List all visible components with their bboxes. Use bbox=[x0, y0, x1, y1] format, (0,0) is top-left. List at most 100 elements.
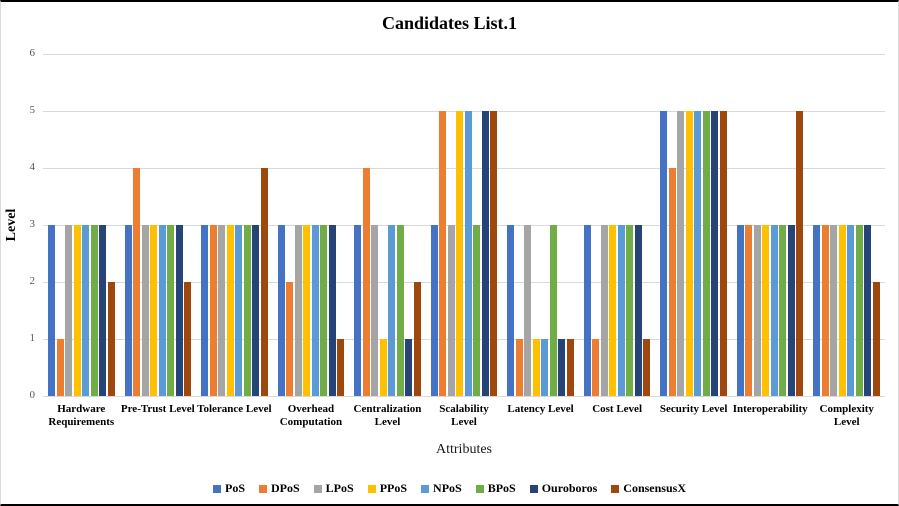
legend-item-bpos: BPoS bbox=[475, 481, 516, 496]
bar-npos-0 bbox=[82, 225, 90, 396]
bar-lpos-1 bbox=[141, 225, 149, 396]
bar-bpos-0 bbox=[90, 225, 98, 396]
bar-pos-6 bbox=[507, 225, 515, 396]
bar-group bbox=[655, 54, 732, 396]
y-tick-label: 1 bbox=[29, 332, 36, 344]
y-tick-label: 4 bbox=[29, 161, 36, 173]
bar-ouroboros-1 bbox=[175, 225, 183, 396]
category-label: Security Level bbox=[659, 403, 728, 415]
category-label: Overhead Computation bbox=[279, 403, 343, 428]
bar-ouroboros-3 bbox=[328, 225, 336, 396]
legend-swatch-icon bbox=[475, 484, 484, 493]
legend-label: LPoS bbox=[325, 481, 354, 495]
legend-label: PoS bbox=[224, 481, 245, 495]
plot-area bbox=[43, 54, 885, 397]
bar-lpos-10 bbox=[830, 225, 838, 396]
bar-consensusx-6 bbox=[566, 339, 574, 396]
bar-pos-8 bbox=[660, 111, 668, 396]
legend-label: BPoS bbox=[487, 481, 516, 495]
gridline-6 bbox=[43, 54, 885, 55]
legend-item-npos: NPoS bbox=[421, 481, 462, 496]
legend-swatch-icon bbox=[259, 484, 267, 493]
bar-group bbox=[808, 54, 885, 396]
legend-label: DPoS bbox=[271, 481, 300, 495]
bar-pos-5 bbox=[430, 225, 438, 396]
bar-group bbox=[732, 54, 809, 396]
bar-bpos-7 bbox=[626, 225, 634, 396]
category-label: Scalability Level bbox=[439, 403, 489, 428]
bar-npos-1 bbox=[158, 225, 166, 396]
bar-group bbox=[273, 54, 350, 396]
gridline-0 bbox=[43, 396, 885, 397]
bar-consensusx-9 bbox=[796, 111, 804, 396]
legend-swatch-icon bbox=[367, 484, 376, 493]
bar-pos-4 bbox=[354, 225, 362, 396]
legend-label: PPoS bbox=[379, 481, 408, 495]
bar-consensusx-4 bbox=[413, 282, 421, 396]
bar-consensusx-2 bbox=[260, 168, 268, 396]
legend-item-lpos: LPoS bbox=[313, 481, 354, 496]
bar-npos-4 bbox=[388, 225, 396, 396]
bar-bpos-3 bbox=[320, 225, 328, 396]
bar-group bbox=[579, 54, 656, 396]
bar-npos-2 bbox=[235, 225, 243, 396]
bar-npos-8 bbox=[694, 111, 702, 396]
bar-ouroboros-4 bbox=[405, 339, 413, 396]
bar-consensusx-0 bbox=[107, 282, 115, 396]
bar-consensusx-7 bbox=[643, 339, 651, 396]
y-tick-label: 0 bbox=[29, 389, 36, 401]
legend-label: ConsensusX bbox=[623, 481, 686, 495]
bar-dpos-7 bbox=[592, 339, 600, 396]
bar-dpos-9 bbox=[745, 225, 753, 396]
gridline-1 bbox=[43, 339, 885, 340]
bar-dpos-0 bbox=[56, 339, 64, 396]
gridline-5 bbox=[43, 111, 885, 112]
bar-group bbox=[120, 54, 197, 396]
bar-lpos-0 bbox=[65, 225, 73, 396]
bar-ouroboros-0 bbox=[99, 225, 107, 396]
category-label: Interoperability bbox=[732, 403, 808, 415]
y-tick-label: 2 bbox=[29, 275, 36, 287]
bar-ouroboros-8 bbox=[711, 111, 719, 396]
gridline-3 bbox=[43, 225, 885, 226]
bar-group bbox=[196, 54, 273, 396]
bar-dpos-6 bbox=[515, 339, 523, 396]
bar-bpos-2 bbox=[243, 225, 251, 396]
legend: PoS DPoS LPoS PPoS NPoS BPoS Ouroboros Consensu… bbox=[1, 481, 898, 496]
y-tick-label: 6 bbox=[29, 47, 36, 59]
bar-ppos-1 bbox=[150, 225, 158, 396]
bar-consensusx-5 bbox=[490, 111, 498, 396]
bar-npos-10 bbox=[847, 225, 855, 396]
gridline-4 bbox=[43, 168, 885, 169]
bar-ppos-4 bbox=[379, 339, 387, 396]
bar-ppos-8 bbox=[685, 111, 693, 396]
bar-lpos-6 bbox=[524, 225, 532, 396]
bar-lpos-8 bbox=[677, 111, 685, 396]
bar-ouroboros-2 bbox=[252, 225, 260, 396]
bar-bpos-6 bbox=[549, 225, 557, 396]
bar-ppos-3 bbox=[303, 225, 311, 396]
bar-npos-7 bbox=[617, 225, 625, 396]
gridline-2 bbox=[43, 282, 885, 283]
category-label: Centralization Level bbox=[353, 403, 422, 428]
bar-bpos-9 bbox=[779, 225, 787, 396]
bar-pos-7 bbox=[583, 225, 591, 396]
category-label: Pre-Trust Level bbox=[120, 403, 195, 415]
bar-consensusx-10 bbox=[872, 282, 880, 396]
y-tick-label: 3 bbox=[29, 218, 36, 230]
bar-consensusx-3 bbox=[337, 339, 345, 396]
bar-ppos-7 bbox=[609, 225, 617, 396]
category-label: Tolerance Level bbox=[197, 403, 272, 415]
legend-item-dpos: DPoS bbox=[259, 481, 300, 496]
bar-pos-9 bbox=[736, 225, 744, 396]
legend-label: NPoS bbox=[433, 481, 462, 495]
bar-ppos-2 bbox=[226, 225, 234, 396]
bar-lpos-9 bbox=[753, 225, 761, 396]
bar-groups bbox=[43, 54, 885, 396]
bar-dpos-10 bbox=[821, 225, 829, 396]
bar-ouroboros-6 bbox=[558, 339, 566, 396]
legend-swatch-icon bbox=[611, 484, 620, 493]
bar-npos-6 bbox=[541, 339, 549, 396]
legend-item-consensusx: ConsensusX bbox=[611, 481, 686, 496]
bar-bpos-1 bbox=[167, 225, 175, 396]
